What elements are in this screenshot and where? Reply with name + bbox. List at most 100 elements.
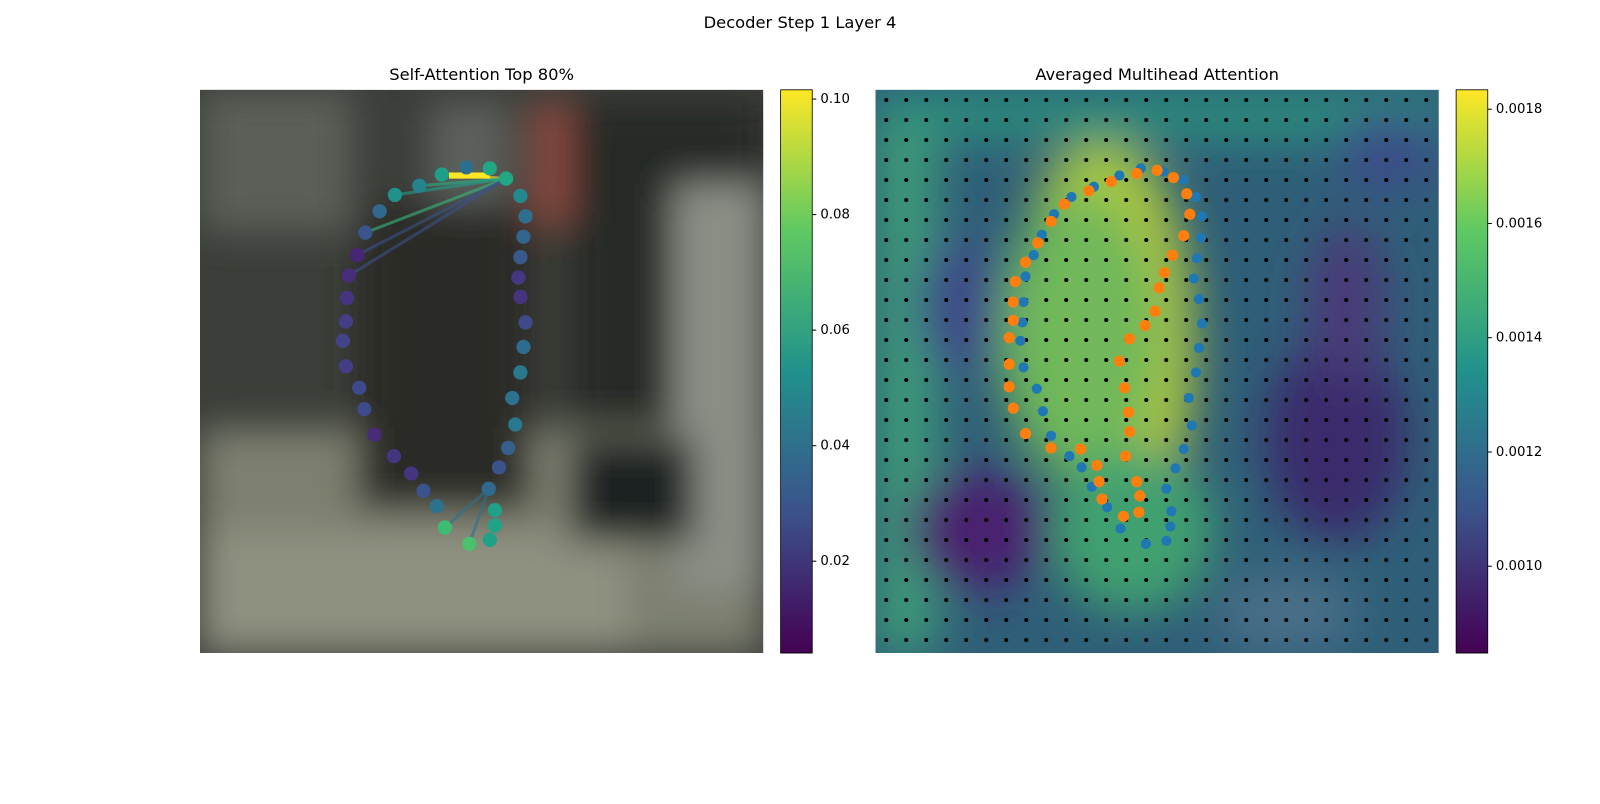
colorbar-tick-label: 0.0018 xyxy=(1496,102,1542,117)
grid-dot xyxy=(904,357,909,363)
attention-link xyxy=(394,177,507,197)
grid-dot xyxy=(1224,477,1229,483)
grid-dot xyxy=(984,377,989,383)
target-point xyxy=(1018,296,1029,308)
grid-dot xyxy=(1084,397,1089,403)
grid-dot xyxy=(1424,297,1429,303)
grid-dot xyxy=(904,317,909,323)
grid-dot xyxy=(1224,537,1229,543)
grid-dot xyxy=(964,137,969,143)
grid-dot xyxy=(1384,197,1389,203)
grid-dot xyxy=(1224,557,1229,563)
grid-dot xyxy=(1424,437,1429,443)
grid-dot xyxy=(1144,177,1149,183)
grid-dot xyxy=(1084,157,1089,163)
grid-dot xyxy=(1284,577,1289,583)
grid-dot xyxy=(1364,197,1369,203)
keypoint xyxy=(518,315,533,330)
grid-dot xyxy=(1144,217,1149,223)
grid-dot xyxy=(1304,197,1309,203)
grid-dot xyxy=(884,557,889,563)
grid-dot xyxy=(944,137,949,143)
grid-dot xyxy=(1144,337,1149,343)
grid-dot xyxy=(1144,557,1149,563)
grid-dot xyxy=(1104,297,1109,303)
grid-dot xyxy=(1144,637,1149,643)
grid-dot xyxy=(984,437,989,443)
grid-dot xyxy=(1224,337,1229,343)
grid-dot xyxy=(1404,357,1409,363)
predicted-point xyxy=(1122,406,1135,418)
grid-dot xyxy=(1344,157,1349,163)
grid-dot xyxy=(1324,197,1329,203)
grid-dot xyxy=(1204,477,1209,483)
grid-dot xyxy=(904,217,909,223)
grid-dot xyxy=(1184,117,1189,123)
grid-dot xyxy=(884,437,889,443)
grid-dot xyxy=(1184,517,1189,523)
grid-dot xyxy=(1124,557,1129,563)
grid-dot xyxy=(1064,237,1069,243)
grid-dot xyxy=(1144,397,1149,403)
grid-dot xyxy=(904,297,909,303)
grid-dot xyxy=(1124,297,1129,303)
grid-dot xyxy=(904,417,909,423)
grid-dot xyxy=(924,177,929,183)
grid-dot xyxy=(1164,137,1169,143)
grid-dot xyxy=(1384,317,1389,323)
grid-dot xyxy=(964,357,969,363)
grid-dot xyxy=(904,477,909,483)
grid-dot xyxy=(1164,237,1169,243)
attention-link xyxy=(443,487,490,529)
grid-dot xyxy=(1144,117,1149,123)
grid-dot xyxy=(984,337,989,343)
target-point xyxy=(1161,535,1172,546)
grid-dot xyxy=(1264,417,1269,423)
panel-title: Self-Attention Top 80% xyxy=(389,65,574,84)
photo-background xyxy=(200,89,764,654)
grid-dot xyxy=(1344,417,1349,423)
grid-dot xyxy=(1144,257,1149,263)
grid-dot xyxy=(1304,417,1309,423)
colorbar-tick-label: 0.0010 xyxy=(1496,559,1542,574)
grid-dot xyxy=(1044,257,1049,263)
grid-dot xyxy=(1184,597,1189,603)
predicted-point xyxy=(1019,428,1032,440)
grid-dot xyxy=(1324,117,1329,123)
grid-dot xyxy=(1164,497,1169,503)
grid-dot xyxy=(1244,197,1249,203)
grid-dot xyxy=(1064,497,1069,503)
target-point xyxy=(1193,342,1205,354)
colorbar-tick-label: 0.0012 xyxy=(1496,445,1542,460)
grid-dot xyxy=(1204,137,1209,143)
grid-dot xyxy=(1424,317,1429,323)
grid-dot xyxy=(1344,537,1349,543)
grid-dot xyxy=(1204,557,1209,563)
grid-dot xyxy=(1384,357,1389,363)
grid-dot xyxy=(1404,337,1409,343)
grid-dot xyxy=(884,197,889,203)
grid-dot xyxy=(1344,457,1349,463)
grid-dot xyxy=(1144,617,1149,623)
grid-dot xyxy=(1204,357,1209,363)
grid-dot xyxy=(1204,537,1209,543)
grid-dot xyxy=(1024,577,1029,583)
grid-dot xyxy=(944,237,949,243)
keypoint xyxy=(416,483,431,498)
grid-dot xyxy=(1264,537,1269,543)
grid-dot xyxy=(1344,557,1349,563)
grid-dot xyxy=(1244,437,1249,443)
grid-dot xyxy=(924,597,929,603)
keypoint xyxy=(513,289,528,305)
grid-dot xyxy=(984,497,989,503)
grid-dot xyxy=(1344,217,1349,223)
keypoint xyxy=(505,390,520,406)
grid-dot xyxy=(1424,477,1429,483)
predicted-point xyxy=(1105,176,1117,188)
grid-dot xyxy=(964,437,969,443)
grid-dot xyxy=(964,497,969,503)
grid-dot xyxy=(1124,597,1129,603)
grid-dot xyxy=(964,517,969,523)
keypoint xyxy=(372,204,387,219)
grid-dot xyxy=(1324,497,1329,503)
